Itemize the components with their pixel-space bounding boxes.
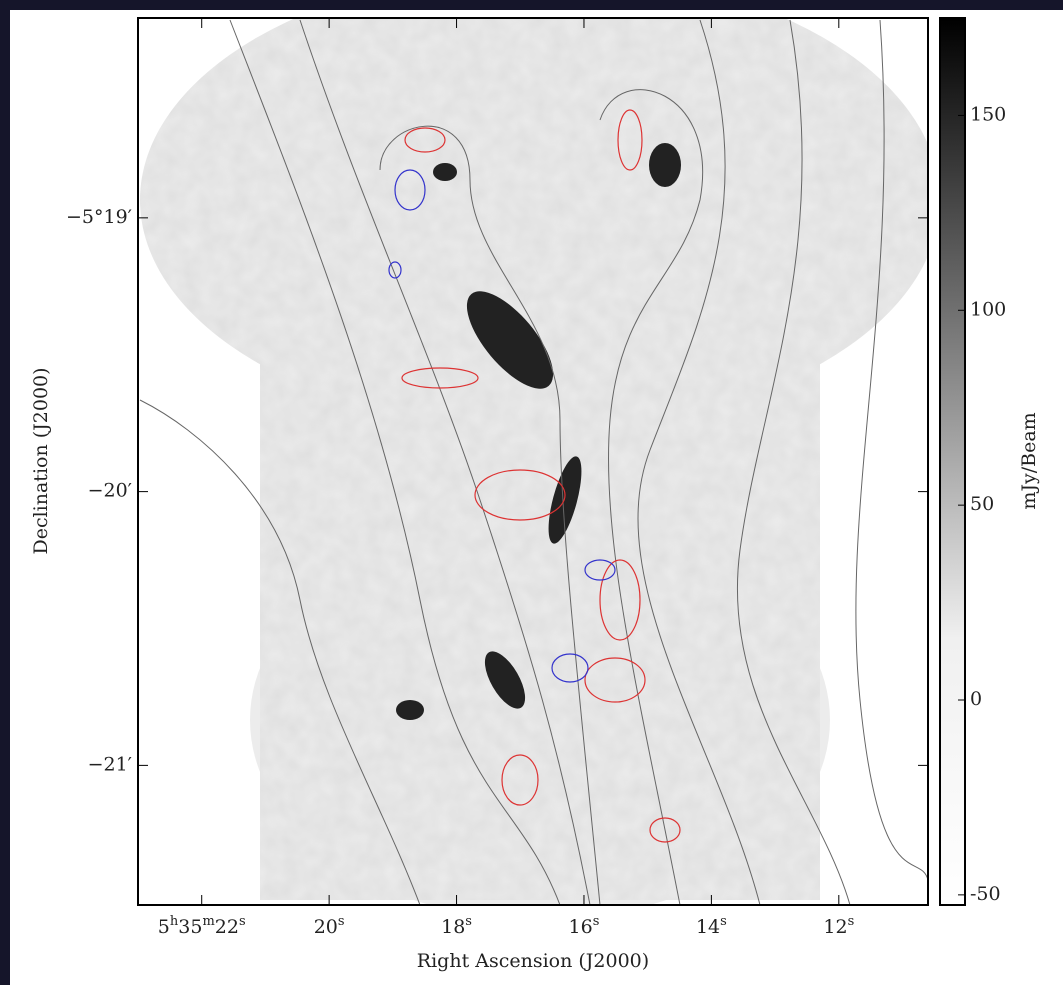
x-tick-label: 20s xyxy=(314,914,345,939)
x-tick-label: 12s xyxy=(823,914,854,939)
blue-contours xyxy=(388,169,616,683)
y-tick-label: −5°19′ xyxy=(66,206,132,228)
x-tick-label: 16s xyxy=(569,914,600,939)
x-tick-label-part: 5 xyxy=(158,916,170,938)
x-tick-label-part: 20 xyxy=(314,916,338,938)
x-tick-label-part: 22 xyxy=(215,916,239,938)
noise xyxy=(140,18,928,900)
x-tick-label-part: s xyxy=(848,914,855,929)
x-tick-label-part: 35 xyxy=(178,916,202,938)
colorbar-tick-label: 50 xyxy=(970,493,994,515)
colorbar-tick-label: 150 xyxy=(970,103,1006,125)
colorbar xyxy=(939,17,966,906)
x-tick-label-part: 16 xyxy=(569,916,593,938)
x-tick-label-part: s xyxy=(593,914,600,929)
image xyxy=(139,18,928,905)
y-tick-label: −20′ xyxy=(88,480,132,502)
x-tick-label-part: 18 xyxy=(441,916,465,938)
x-tick-label-part: h xyxy=(170,914,179,929)
x-tick-label-part: s xyxy=(239,914,246,929)
x-axis-label: Right Ascension (J2000) xyxy=(417,950,649,972)
y-axis-label: Declination (J2000) xyxy=(30,367,52,554)
colorbar-tick-label: 100 xyxy=(970,298,1006,320)
x-tick-label: 5h35m22s xyxy=(158,914,246,939)
colorbar-tick-label: -50 xyxy=(970,883,1001,905)
x-tick-label-part: s xyxy=(338,914,345,929)
x-tick-label-part: 12 xyxy=(823,916,847,938)
colorbar-label: mJy/Beam xyxy=(1018,412,1040,509)
red-contours xyxy=(401,109,681,843)
sources xyxy=(396,143,681,720)
colorbar-tick-label: 0 xyxy=(970,688,982,710)
x-tick-label-part: 14 xyxy=(696,916,720,938)
x-tick-label-part: s xyxy=(720,914,727,929)
x-tick-label-part: m xyxy=(202,914,214,929)
plot-frame xyxy=(137,17,929,906)
x-tick-label: 14s xyxy=(696,914,727,939)
contours xyxy=(139,19,928,905)
y-tick-label: −21′ xyxy=(88,753,132,775)
x-tick-label-part: s xyxy=(465,914,472,929)
x-tick-label: 18s xyxy=(441,914,472,939)
